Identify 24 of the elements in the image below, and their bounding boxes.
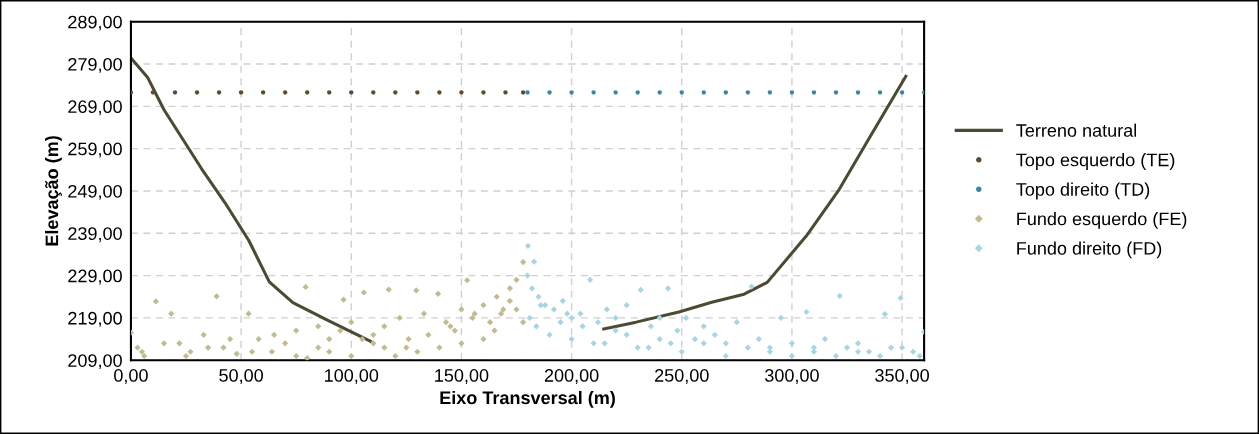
legend-label: Topo direito (TD) xyxy=(1016,182,1150,200)
x-tick-label: 350,00 xyxy=(875,369,929,384)
y-tick-label: 209,00 xyxy=(68,354,122,370)
y-tick-label: 259,00 xyxy=(68,142,122,158)
x-tick-label: 100,00 xyxy=(325,369,379,384)
x-tick-label: 300,00 xyxy=(764,369,819,384)
y-tick-label: 279,00 xyxy=(68,57,122,73)
x-tick-label: 150,00 xyxy=(435,369,489,384)
x-tick-label: 0,00 xyxy=(114,369,148,384)
y-axis-title: Elevação (m) xyxy=(45,136,62,246)
legend-label: Terreno natural xyxy=(1016,123,1137,137)
x-axis-title: Eixo Transversal (m) xyxy=(440,390,615,408)
y-tick-label: 239,00 xyxy=(68,227,122,243)
x-tick-label: 50,00 xyxy=(219,369,263,384)
y-tick-label: 289,00 xyxy=(68,15,122,31)
legend-label: Fundo esquerdo (FE) xyxy=(1017,212,1187,229)
y-tick-label: 269,00 xyxy=(68,100,122,116)
y-tick-label: 219,00 xyxy=(68,311,122,327)
y-tick-label: 229,00 xyxy=(68,269,122,285)
x-tick-label: 200,00 xyxy=(544,369,599,384)
x-tick-label: 250,00 xyxy=(655,369,709,384)
legend-label: Fundo direito (FD) xyxy=(1017,241,1162,259)
legend-label: Topo esquerdo (TE) xyxy=(1016,153,1175,170)
y-tick-label: 249,00 xyxy=(68,184,122,200)
